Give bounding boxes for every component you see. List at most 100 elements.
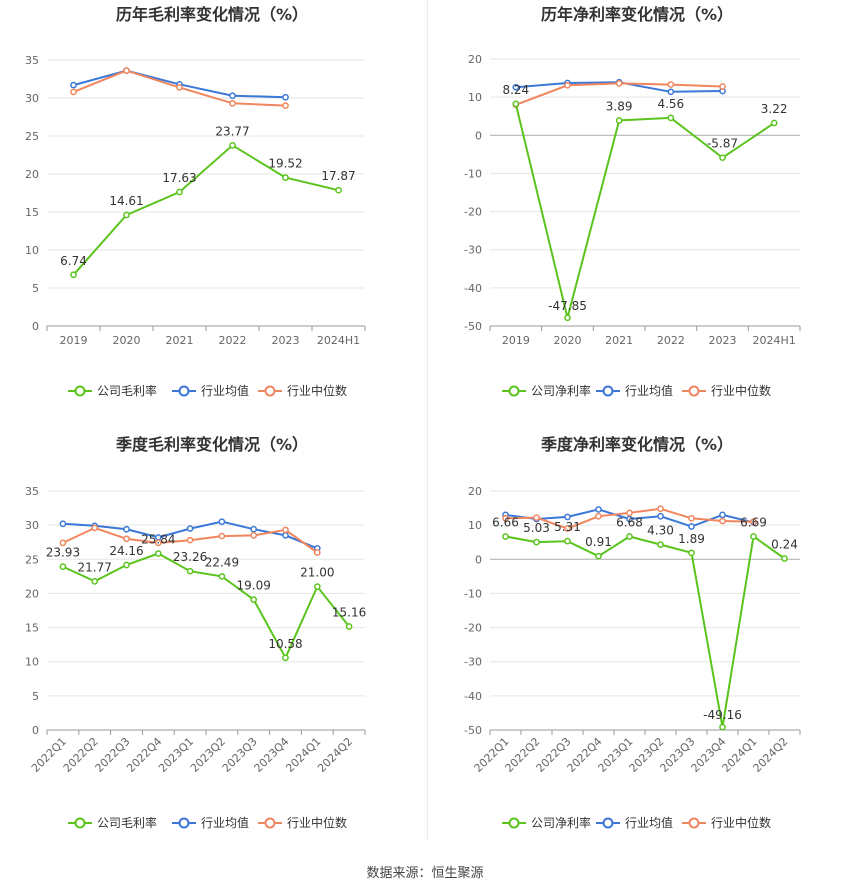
company-point	[512, 100, 520, 108]
company-data-label: 1.89	[678, 532, 705, 546]
legend-swatch-marker	[508, 385, 520, 397]
quarterly-gross-margin-chart: 季度毛利率变化情况（%） 0 5 10 15 20 25 30 35 2022Q1 2022Q2 20…	[0, 430, 425, 860]
company-data-label: 6.68	[616, 515, 643, 529]
x-tick-label: 2023	[709, 334, 737, 347]
company-data-label: 23.26	[173, 550, 207, 564]
industry-median-point	[186, 536, 194, 544]
company-data-label: 0.91	[585, 535, 612, 549]
quarterly-net-margin-svg: 季度净利率变化情况（%）-50-40-30-20-10010202022Q120…	[464, 435, 801, 830]
company-point	[70, 271, 77, 279]
legend-swatch-marker	[74, 817, 86, 829]
industry-median-point	[282, 102, 289, 109]
company-point	[250, 596, 258, 603]
company-data-label: 17.63	[162, 171, 196, 185]
y-tick-label: 20	[25, 587, 39, 600]
y-tick-label: 0	[32, 724, 39, 737]
chart-title: 历年毛利率变化情况（%）	[116, 5, 308, 24]
company-point	[176, 188, 183, 196]
industry-avg-point	[282, 532, 289, 539]
industry-median-point	[564, 81, 571, 89]
industry-avg-point	[123, 525, 130, 533]
industry-median-point	[154, 539, 162, 547]
company-data-label: 15.16	[332, 605, 366, 619]
company-data-label: 21.77	[78, 560, 112, 574]
y-tick-label: 25	[25, 553, 39, 566]
company-point	[564, 537, 571, 545]
legend-label: 行业均值	[201, 383, 249, 398]
company-data-label: 3.22	[761, 102, 788, 116]
chart-title: 季度净利率变化情况（%）	[540, 435, 733, 454]
industry-avg-point	[282, 93, 289, 101]
y-tick-label: -50	[464, 724, 482, 737]
y-tick-label: 30	[25, 92, 39, 105]
x-tick-label: 2023	[272, 334, 300, 347]
y-tick-label: 15	[25, 622, 39, 635]
company-point	[282, 174, 289, 181]
legend-swatch-marker	[178, 817, 190, 829]
y-tick-label: -20	[464, 622, 482, 635]
company-data-label: 23.93	[46, 546, 80, 560]
industry-avg-point	[595, 506, 602, 513]
company-point	[123, 211, 130, 219]
y-tick-label: -10	[464, 587, 482, 600]
industry-median-point	[719, 83, 726, 90]
y-tick-label: 5	[32, 690, 39, 703]
company-data-label: 6.66	[492, 516, 519, 530]
industry-avg-point	[59, 520, 67, 528]
x-tick-label: 2020	[113, 334, 141, 347]
industry-median-point	[123, 535, 130, 543]
x-tick-label: 2019	[60, 334, 88, 347]
company-point	[345, 623, 353, 630]
x-tick-label: 2022	[657, 334, 685, 347]
company-point	[91, 577, 99, 585]
company-point	[229, 141, 236, 149]
company-data-label: 17.87	[321, 169, 355, 183]
company-point	[502, 533, 509, 540]
company-data-label: -49.16	[703, 708, 742, 722]
y-tick-label: 10	[468, 91, 482, 104]
x-tick-label: 2024H1	[753, 334, 796, 347]
company-point	[335, 186, 342, 194]
legend-swatch-marker	[688, 817, 700, 829]
x-tick-label: 2024Q2	[315, 735, 355, 775]
chart-title: 历年净利率变化情况（%）	[541, 5, 733, 24]
company-data-label: 4.30	[647, 524, 674, 538]
company-point	[186, 567, 194, 575]
y-tick-label: 35	[25, 485, 39, 498]
company-point	[218, 573, 226, 580]
legend-label: 行业中位数	[711, 815, 771, 830]
legend-label: 行业中位数	[711, 383, 771, 398]
company-data-label: 5.03	[523, 521, 550, 535]
company-series-line	[505, 534, 786, 728]
industry-avg-point	[218, 518, 226, 526]
legend-swatch-marker	[74, 385, 86, 397]
industry-median-point	[91, 524, 99, 532]
industry-median-point	[218, 532, 226, 540]
industry-median-point	[59, 539, 67, 547]
y-tick-label: 20	[468, 53, 482, 66]
x-tick-label: 2021	[605, 334, 633, 347]
company-data-label: 23.77	[215, 124, 249, 138]
company-point	[719, 723, 726, 731]
company-point	[657, 541, 664, 548]
industry-median-point	[667, 81, 675, 88]
y-tick-label: 5	[32, 282, 39, 295]
y-tick-label: -30	[464, 244, 482, 257]
company-data-label: 0.24	[771, 537, 798, 551]
legend-swatch-marker	[602, 817, 614, 829]
company-point	[615, 117, 623, 124]
company-data-label: 24.16	[109, 544, 143, 558]
legend-swatch-marker	[602, 385, 614, 397]
legend-label: 公司毛利率	[97, 383, 157, 398]
company-data-label: -5.87	[707, 137, 738, 151]
industry-median-point	[750, 518, 757, 526]
industry-avg-point	[186, 525, 194, 532]
company-data-label: 4.56	[657, 97, 684, 111]
annual-net-margin-svg: 历年净利率变化情况（%） -50 -40 -30 -20 -10 0 10 20 2019 2020…	[464, 5, 801, 398]
y-tick-label: -10	[464, 167, 482, 180]
company-data-label: -47.85	[548, 299, 587, 313]
company-data-label: 22.49	[205, 555, 239, 569]
company-point	[750, 533, 757, 540]
company-data-label: 3.89	[606, 99, 633, 113]
panel-divider	[427, 0, 428, 840]
